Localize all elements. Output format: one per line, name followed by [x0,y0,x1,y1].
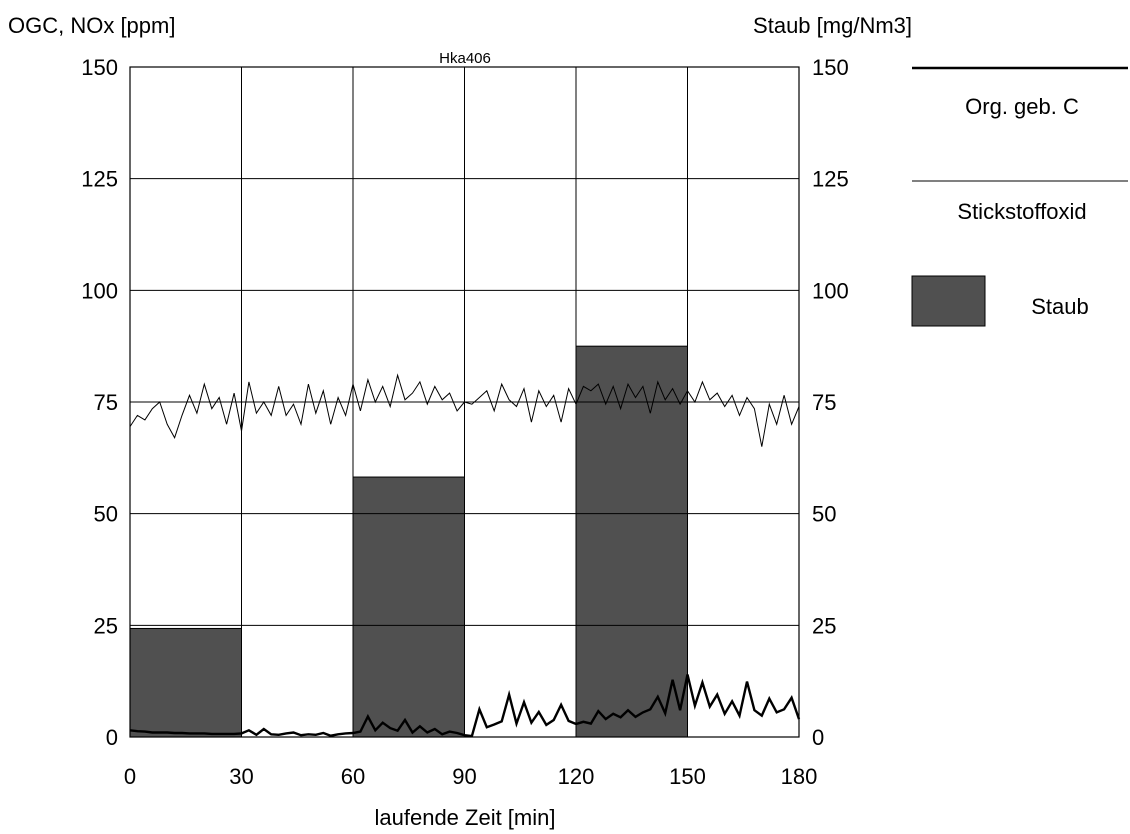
y-axis-left-label: OGC, NOx [ppm] [8,13,175,38]
legend-swatch-staub [911,275,986,327]
bar-staub-0 [129,627,242,738]
x-axis-label: laufende Zeit [min] [375,805,556,830]
y-tick-label-right-5: 125 [812,167,849,192]
y-tick-label-left-0: 0 [106,725,118,750]
x-tick-label-4: 120 [558,764,595,789]
y-tick-label-right-4: 100 [812,278,849,303]
legend: Org. geb. C Stickstoffoxid Staub [911,66,1128,327]
y-tick-label-left-1: 25 [94,613,118,638]
y-axis-right-label: Staub [mg/Nm3] [753,13,912,38]
y-tick-label-left-4: 100 [81,278,118,303]
y-tick-label-left-2: 50 [94,502,118,527]
x-tick-label-1: 30 [229,764,253,789]
y-tick-label-left-3: 75 [94,390,118,415]
y-tick-label-right-3: 75 [812,390,836,415]
y-tick-label-right-6: 150 [812,55,849,80]
x-tick-label-0: 0 [124,764,136,789]
y-tick-label-left-6: 150 [81,55,118,80]
x-tick-label-2: 60 [341,764,365,789]
legend-label-staub: Staub [1031,294,1089,319]
series-line-stickstoffoxid [129,373,800,447]
bar-staub-1 [352,476,465,738]
y-tick-label-right-0: 0 [812,725,824,750]
plot-frame [129,66,800,738]
series-line-org-geb-c [129,674,801,738]
bar-staub-2 [575,345,688,738]
x-tick-label-5: 150 [669,764,706,789]
y-tick-label-left-5: 125 [81,167,118,192]
x-tick-label-6: 180 [781,764,818,789]
y-tick-label-right-1: 25 [812,613,836,638]
chart-title: Hka406 [439,50,491,67]
x-tick-label-3: 90 [452,764,476,789]
legend-label-org-geb-c: Org. geb. C [965,94,1079,119]
legend-label-stickstoffoxid: Stickstoffoxid [957,199,1086,224]
y-tick-label-right-2: 50 [812,502,836,527]
